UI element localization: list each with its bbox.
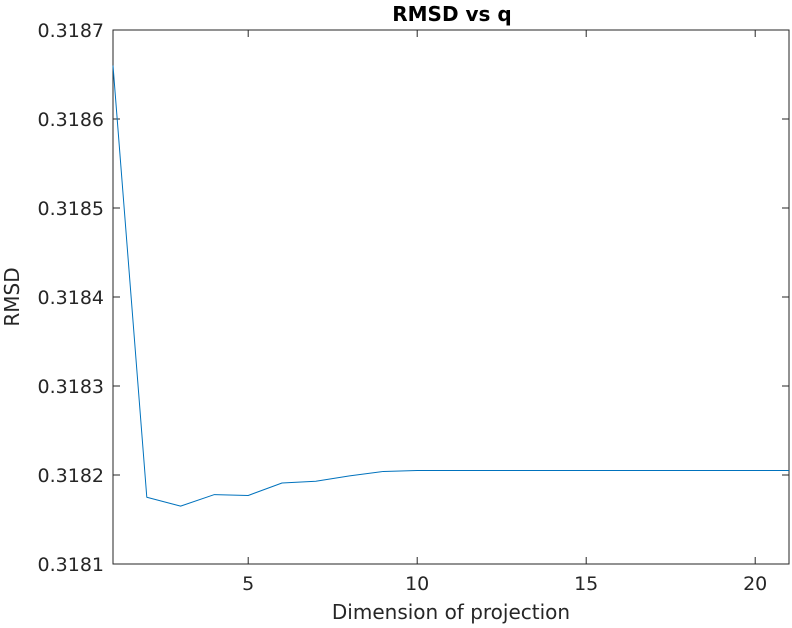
y-tick-label: 0.3182 bbox=[38, 465, 104, 487]
x-axis-ticks: 5 10 15 20 bbox=[242, 30, 767, 595]
x-tick-label: 15 bbox=[574, 573, 598, 595]
y-tick-label: 0.3184 bbox=[38, 287, 104, 309]
y-tick-label: 0.3181 bbox=[38, 554, 104, 576]
y-tick-label: 0.3186 bbox=[38, 109, 104, 131]
chart-title: RMSD vs q bbox=[392, 2, 512, 26]
y-axis-label: RMSD bbox=[0, 267, 24, 326]
x-tick-label: 5 bbox=[242, 573, 254, 595]
y-axis-ticks: 0.3181 0.3182 0.3183 0.3184 0.3185 0.3186 0.31… bbox=[38, 20, 789, 576]
x-tick-label: 10 bbox=[405, 573, 429, 595]
y-tick-label: 0.3183 bbox=[38, 376, 104, 398]
x-tick-label: 20 bbox=[743, 573, 767, 595]
y-tick-label: 0.3185 bbox=[38, 198, 104, 220]
plot-area bbox=[112, 29, 790, 565]
series-line bbox=[112, 65, 789, 507]
y-tick-label: 0.3187 bbox=[38, 20, 104, 42]
series-group bbox=[112, 65, 789, 507]
x-axis-label: Dimension of projection bbox=[332, 600, 570, 624]
